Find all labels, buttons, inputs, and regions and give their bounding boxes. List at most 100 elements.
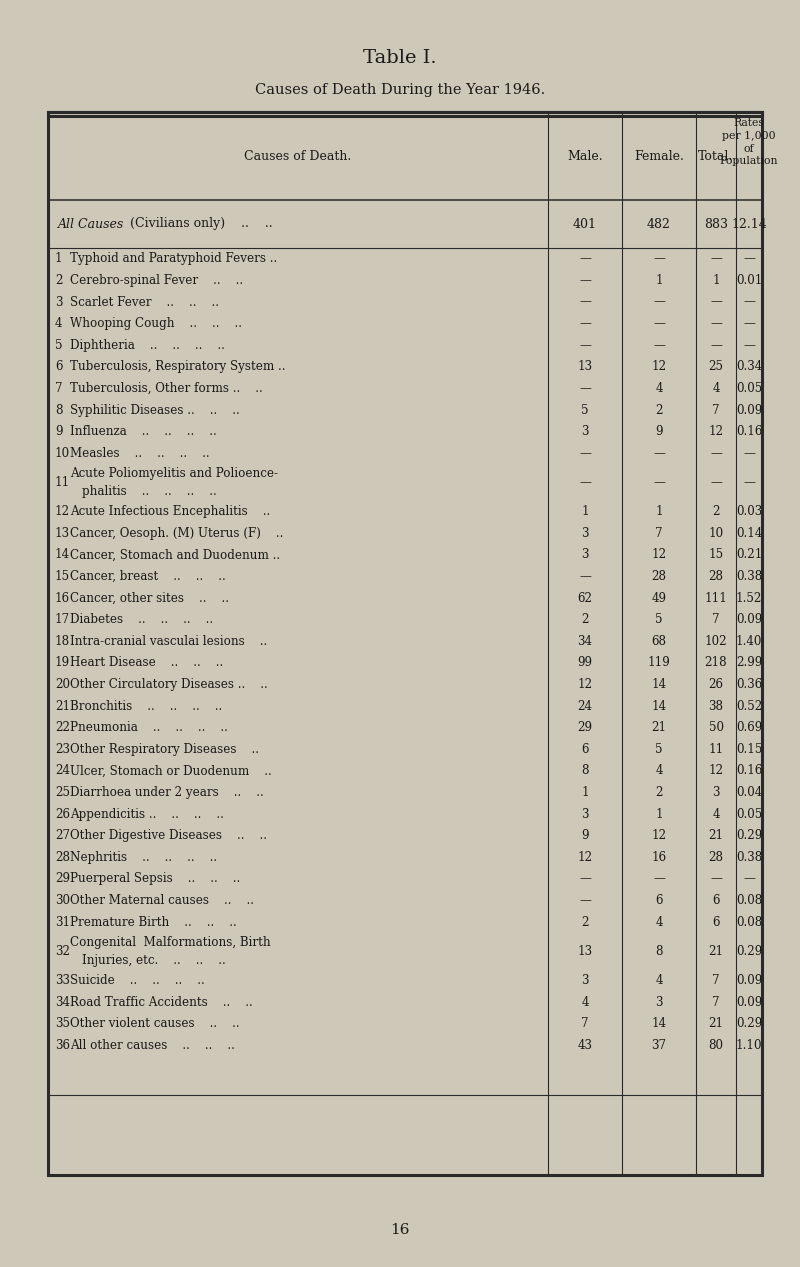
- Text: —: —: [710, 447, 722, 460]
- Text: 33: 33: [55, 974, 70, 987]
- Text: 8: 8: [655, 945, 662, 958]
- Text: 6: 6: [655, 895, 662, 907]
- Text: —: —: [579, 252, 591, 265]
- Text: 119: 119: [648, 656, 670, 669]
- Text: Road Traffic Accidents    ..    ..: Road Traffic Accidents .. ..: [70, 996, 253, 1009]
- Text: 0.09: 0.09: [736, 996, 762, 1009]
- Text: —: —: [710, 252, 722, 265]
- Text: 0.52: 0.52: [736, 699, 762, 712]
- Text: Puerperal Sepsis    ..    ..    ..: Puerperal Sepsis .. .. ..: [70, 873, 240, 886]
- Text: 12: 12: [578, 678, 593, 691]
- Text: 25: 25: [709, 360, 723, 374]
- Text: 28: 28: [55, 851, 70, 864]
- Text: Female.: Female.: [634, 150, 684, 162]
- Text: —: —: [579, 873, 591, 886]
- Text: 17: 17: [55, 613, 70, 626]
- Text: 99: 99: [578, 656, 593, 669]
- Text: 3: 3: [582, 527, 589, 540]
- Text: —: —: [653, 447, 665, 460]
- Text: 0.29: 0.29: [736, 1017, 762, 1030]
- Text: —: —: [743, 447, 755, 460]
- Text: 8: 8: [582, 764, 589, 778]
- Text: 21: 21: [709, 1017, 723, 1030]
- Text: Other Respiratory Diseases    ..: Other Respiratory Diseases ..: [70, 742, 259, 756]
- Text: 24: 24: [578, 699, 593, 712]
- Text: 21: 21: [651, 721, 666, 734]
- Text: Acute Infectious Encephalitis    ..: Acute Infectious Encephalitis ..: [70, 506, 270, 518]
- Text: 34: 34: [55, 996, 70, 1009]
- Text: Cancer, breast    ..    ..    ..: Cancer, breast .. .. ..: [70, 570, 226, 583]
- Text: 21: 21: [709, 829, 723, 843]
- Text: 30: 30: [55, 895, 70, 907]
- Text: —: —: [710, 338, 722, 352]
- Text: 0.04: 0.04: [736, 786, 762, 799]
- Text: 16: 16: [651, 851, 666, 864]
- Text: 15: 15: [55, 570, 70, 583]
- Text: —: —: [710, 476, 722, 489]
- Text: Causes of Death.: Causes of Death.: [244, 150, 352, 162]
- Text: Whooping Cough    ..    ..    ..: Whooping Cough .. .. ..: [70, 317, 242, 331]
- Text: —: —: [579, 295, 591, 309]
- Text: Diarrhoea under 2 years    ..    ..: Diarrhoea under 2 years .. ..: [70, 786, 264, 799]
- Text: 14: 14: [651, 1017, 666, 1030]
- Text: —: —: [579, 476, 591, 489]
- Text: 5: 5: [55, 338, 62, 352]
- Text: 11: 11: [55, 476, 70, 489]
- Text: —: —: [653, 338, 665, 352]
- Text: 13: 13: [578, 360, 593, 374]
- Text: 24: 24: [55, 764, 70, 778]
- Text: Typhoid and Paratyphoid Fevers ..: Typhoid and Paratyphoid Fevers ..: [70, 252, 278, 265]
- Text: 0.01: 0.01: [736, 274, 762, 286]
- Text: 883: 883: [704, 218, 728, 231]
- Text: 80: 80: [709, 1039, 723, 1052]
- Text: 1: 1: [581, 786, 589, 799]
- Text: 7: 7: [712, 613, 720, 626]
- Text: 6: 6: [712, 895, 720, 907]
- Text: Pneumonia    ..    ..    ..    ..: Pneumonia .. .. .. ..: [70, 721, 228, 734]
- Text: 26: 26: [55, 807, 70, 821]
- Text: 0.05: 0.05: [736, 381, 762, 395]
- Text: Cerebro-spinal Fever    ..    ..: Cerebro-spinal Fever .. ..: [70, 274, 243, 286]
- Text: 0.08: 0.08: [736, 916, 762, 929]
- Text: —: —: [743, 252, 755, 265]
- Text: 1: 1: [581, 506, 589, 518]
- Text: 9: 9: [582, 829, 589, 843]
- Text: —: —: [653, 295, 665, 309]
- Text: 9: 9: [655, 426, 662, 438]
- Text: 1: 1: [655, 274, 663, 286]
- Text: 1.52: 1.52: [736, 592, 762, 604]
- Text: All other causes    ..    ..    ..: All other causes .. .. ..: [70, 1039, 235, 1052]
- Text: Congenital  Malformations, Birth: Congenital Malformations, Birth: [70, 936, 270, 949]
- Text: 31: 31: [55, 916, 70, 929]
- Text: 0.03: 0.03: [736, 506, 762, 518]
- Text: 0.38: 0.38: [736, 570, 762, 583]
- Text: 14: 14: [55, 549, 70, 561]
- Text: 1.10: 1.10: [736, 1039, 762, 1052]
- Text: 0.21: 0.21: [736, 549, 762, 561]
- Text: 0.05: 0.05: [736, 807, 762, 821]
- Text: Premature Birth    ..    ..    ..: Premature Birth .. .. ..: [70, 916, 237, 929]
- Text: 6: 6: [582, 742, 589, 756]
- Text: 4: 4: [582, 996, 589, 1009]
- Text: Scarlet Fever    ..    ..    ..: Scarlet Fever .. .. ..: [70, 295, 219, 309]
- Text: 2: 2: [655, 786, 662, 799]
- Text: 111: 111: [705, 592, 727, 604]
- Text: 25: 25: [55, 786, 70, 799]
- Text: 68: 68: [651, 635, 666, 647]
- Text: 43: 43: [578, 1039, 593, 1052]
- Text: 14: 14: [651, 699, 666, 712]
- Text: —: —: [579, 570, 591, 583]
- Text: 7: 7: [582, 1017, 589, 1030]
- Text: Cancer, Stomach and Duodenum ..: Cancer, Stomach and Duodenum ..: [70, 549, 280, 561]
- Text: 0.14: 0.14: [736, 527, 762, 540]
- Text: 13: 13: [55, 527, 70, 540]
- Text: —: —: [653, 476, 665, 489]
- Text: 0.69: 0.69: [736, 721, 762, 734]
- Text: Appendicitis ..    ..    ..    ..: Appendicitis .. .. .. ..: [70, 807, 224, 821]
- Text: 482: 482: [647, 218, 671, 231]
- Text: Diabetes    ..    ..    ..    ..: Diabetes .. .. .. ..: [70, 613, 213, 626]
- Text: —: —: [743, 317, 755, 331]
- Text: 21: 21: [55, 699, 70, 712]
- Text: 34: 34: [578, 635, 593, 647]
- Text: 16: 16: [55, 592, 70, 604]
